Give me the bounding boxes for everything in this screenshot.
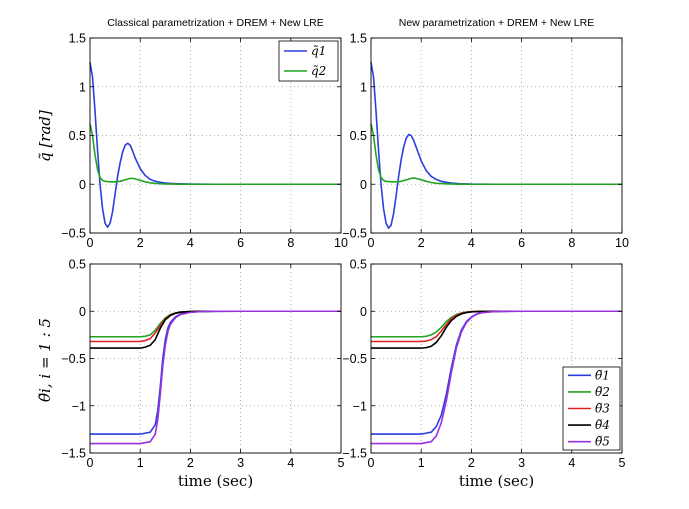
- y-tick-label: −0.5: [342, 352, 367, 366]
- x-tick-label: 1: [418, 456, 425, 470]
- y-tick-label: 1: [360, 80, 367, 94]
- y-tick-label: 0.5: [350, 129, 367, 143]
- y-tick-label: 0: [79, 305, 86, 319]
- x-tick-label: 2: [418, 236, 425, 250]
- x-tick-label: 8: [568, 236, 575, 250]
- y-tick-label: −1.5: [61, 447, 86, 461]
- y-tick-label: −0.5: [61, 352, 86, 366]
- x-tick-label: 4: [287, 456, 294, 470]
- series-line-2: [89, 123, 341, 186]
- legend-label-3: θ̃3: [595, 402, 610, 416]
- x-tick-label: 5: [619, 456, 626, 470]
- legend-label-4: θ̃4: [595, 418, 610, 432]
- y-axis-label: q̃ [rad]: [36, 110, 54, 162]
- chart-panel-3: 0 1 2 3 4 5 −1.5 −1 −0.5 0 0.5 time (sec) θ̃i, i = 1…: [36, 258, 345, 491]
- x-tick-label: 4: [187, 236, 194, 250]
- x-tick-label: 2: [468, 456, 475, 470]
- legend: θ̃1 θ̃2 θ̃3 θ̃4 θ̃5: [562, 366, 621, 451]
- x-tick-label: 6: [518, 236, 525, 250]
- x-tick-label: 1: [137, 456, 144, 470]
- legend-box: [278, 40, 339, 82]
- x-tick-label: 6: [237, 236, 244, 250]
- y-tick-label: 0.5: [69, 129, 86, 143]
- x-tick-label: 10: [615, 236, 629, 250]
- chart-title: Classical parametrization + DREM + New L…: [107, 17, 324, 29]
- y-tick-label: 1.5: [69, 32, 86, 46]
- x-tick-label: 5: [338, 456, 345, 470]
- x-tick-label: 10: [334, 236, 348, 250]
- legend-label-2: q̃2: [311, 64, 326, 78]
- axes-background: [90, 264, 341, 453]
- y-tick-label: −0.5: [342, 227, 367, 241]
- y-tick-label: −1.5: [342, 447, 367, 461]
- y-tick-label: 1: [79, 80, 86, 94]
- legend-label-1: q̃1: [311, 44, 326, 58]
- x-tick-label: 8: [287, 236, 294, 250]
- series-line-5: [371, 310, 622, 445]
- x-tick-label: 4: [468, 236, 475, 250]
- y-tick-label: 0: [360, 178, 367, 192]
- x-tick-label: 3: [518, 456, 525, 470]
- x-tick-label: 3: [237, 456, 244, 470]
- y-tick-label: 0: [360, 305, 367, 319]
- series-line-2: [370, 123, 622, 186]
- y-tick-label: −0.5: [61, 227, 86, 241]
- axes-background: [371, 38, 622, 233]
- series-line-5: [90, 310, 341, 445]
- x-tick-label: 2: [187, 456, 194, 470]
- y-tick-label: 0: [79, 178, 86, 192]
- y-tick-label: 0.5: [350, 258, 367, 272]
- x-tick-label: 0: [87, 456, 94, 470]
- legend-label-5: θ̃5: [595, 435, 610, 449]
- x-axis-label: time (sec): [178, 472, 253, 490]
- x-tick-label: 0: [368, 236, 375, 250]
- x-axis-label: time (sec): [459, 472, 534, 490]
- y-tick-label: 1.5: [350, 32, 367, 46]
- y-tick-label: −1: [72, 399, 86, 413]
- legend-label-2: θ̃2: [595, 385, 610, 399]
- x-tick-label: 0: [87, 236, 94, 250]
- x-tick-label: 0: [368, 456, 375, 470]
- x-tick-label: 4: [568, 456, 575, 470]
- legend: q̃1q̃2: [278, 40, 339, 82]
- chart-title: New parametrization + DREM + New LRE: [399, 17, 595, 29]
- legend-label-1: θ̃1: [595, 368, 610, 382]
- x-tick-label: 2: [137, 236, 144, 250]
- y-tick-label: −1: [353, 399, 367, 413]
- y-axis-label: θ̃i, i = 1 : 5: [36, 318, 54, 402]
- y-tick-label: 0.5: [69, 258, 86, 272]
